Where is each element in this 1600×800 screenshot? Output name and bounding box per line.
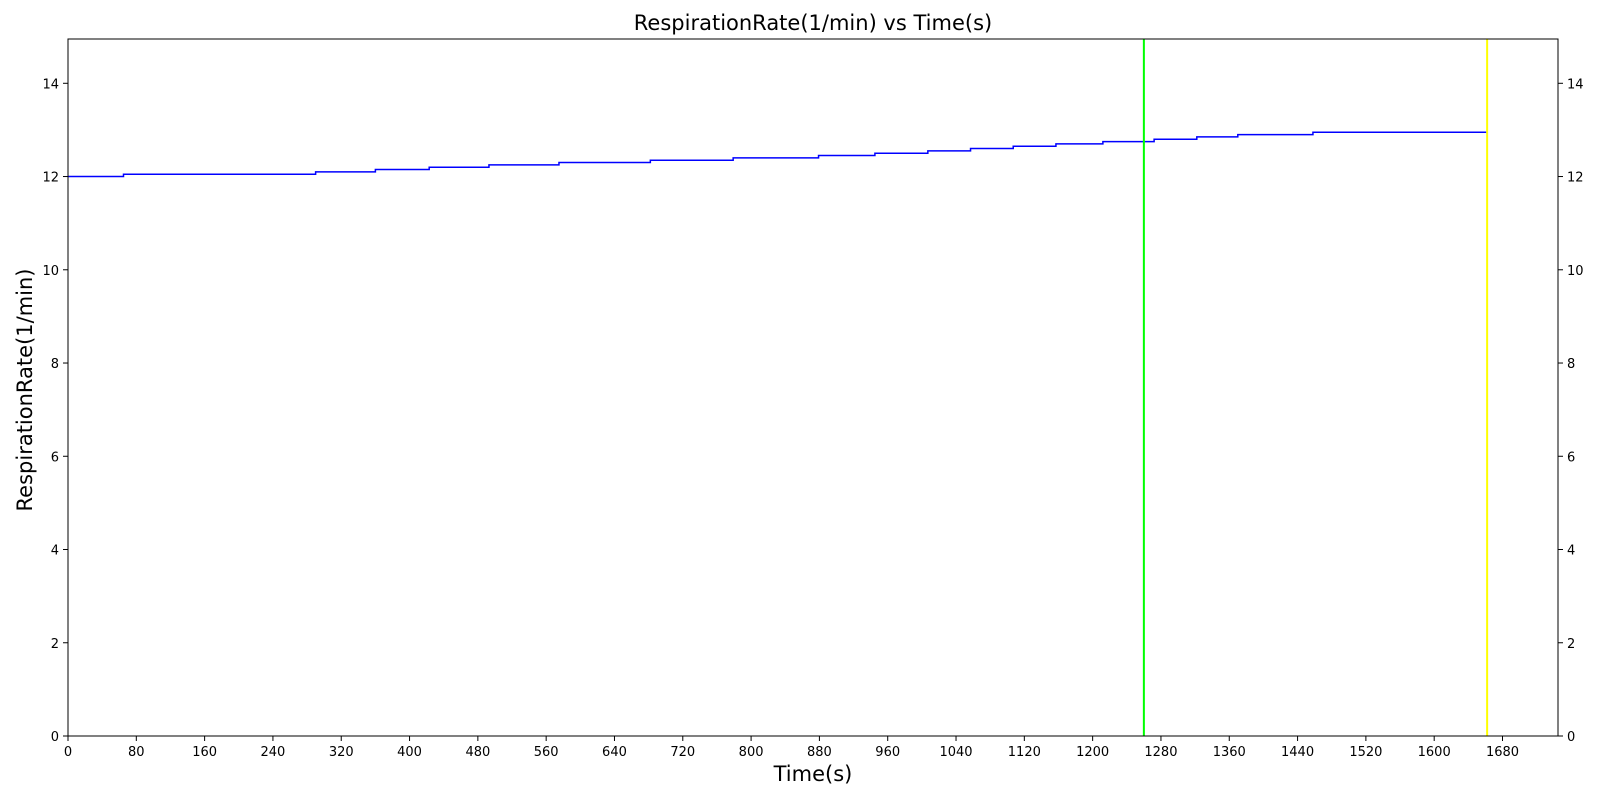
x-tick-label: 720 [670, 745, 695, 760]
x-tick-label: 1040 [939, 745, 972, 760]
y-tick-label-left: 4 [51, 544, 59, 559]
x-tick-label: 1200 [1076, 745, 1109, 760]
y-tick-label-right: 0 [1567, 730, 1575, 745]
x-axis-ticks: 0 80 160 240 320 400 480 560 640 720 800 880 960 1040… [64, 736, 1519, 760]
y-tick-label-left: 0 [51, 730, 59, 745]
x-tick-label: 1600 [1418, 745, 1451, 760]
y-tick-label-right: 4 [1567, 544, 1575, 559]
y-tick-label-right: 12 [1567, 171, 1584, 186]
x-tick-label: 1440 [1281, 745, 1314, 760]
x-tick-label: 1120 [1008, 745, 1041, 760]
x-tick-label: 240 [261, 745, 286, 760]
y-tick-label-right: 8 [1567, 357, 1575, 372]
y-tick-label-right: 10 [1567, 264, 1584, 279]
x-tick-label: 320 [329, 745, 354, 760]
x-tick-label: 640 [602, 745, 627, 760]
x-tick-label: 1680 [1486, 745, 1519, 760]
x-tick-label: 160 [192, 745, 217, 760]
x-tick-label: 1360 [1213, 745, 1246, 760]
x-tick-label: 0 [64, 745, 72, 760]
y-tick-label-right: 14 [1567, 77, 1584, 92]
y-tick-label-left: 12 [42, 171, 59, 186]
y-tick-label-right: 6 [1567, 450, 1575, 465]
series-line-0 [68, 131, 1488, 178]
y-axis-left-ticks: 0 2 4 6 8 10 12 14 [42, 77, 68, 745]
x-tick-label: 800 [739, 745, 764, 760]
x-tick-label: 480 [465, 745, 490, 760]
y-axis-label: RespirationRate(1/min) [13, 269, 37, 512]
x-axis-label: Time(s) [773, 762, 853, 786]
x-tick-label: 1280 [1144, 745, 1177, 760]
x-tick-label: 80 [128, 745, 145, 760]
y-tick-label-left: 6 [51, 450, 59, 465]
y-tick-label-left: 10 [42, 264, 59, 279]
y-axis-right-ticks: 0 2 4 6 8 10 12 14 [1558, 77, 1584, 745]
y-tick-label-left: 2 [51, 637, 59, 652]
chart-title: RespirationRate(1/min) vs Time(s) [634, 11, 992, 35]
x-tick-label: 400 [397, 745, 422, 760]
x-tick-label: 880 [807, 745, 832, 760]
plot-frame [67, 38, 1559, 737]
y-tick-label-left: 8 [51, 357, 59, 372]
y-tick-label-left: 14 [42, 77, 59, 92]
x-tick-label: 560 [534, 745, 559, 760]
y-tick-label-right: 2 [1567, 637, 1575, 652]
x-tick-label: 1520 [1349, 745, 1382, 760]
x-tick-label: 960 [875, 745, 900, 760]
